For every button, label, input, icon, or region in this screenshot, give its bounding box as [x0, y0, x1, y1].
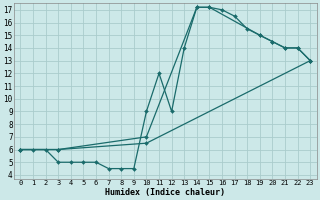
X-axis label: Humidex (Indice chaleur): Humidex (Indice chaleur) [105, 188, 225, 197]
